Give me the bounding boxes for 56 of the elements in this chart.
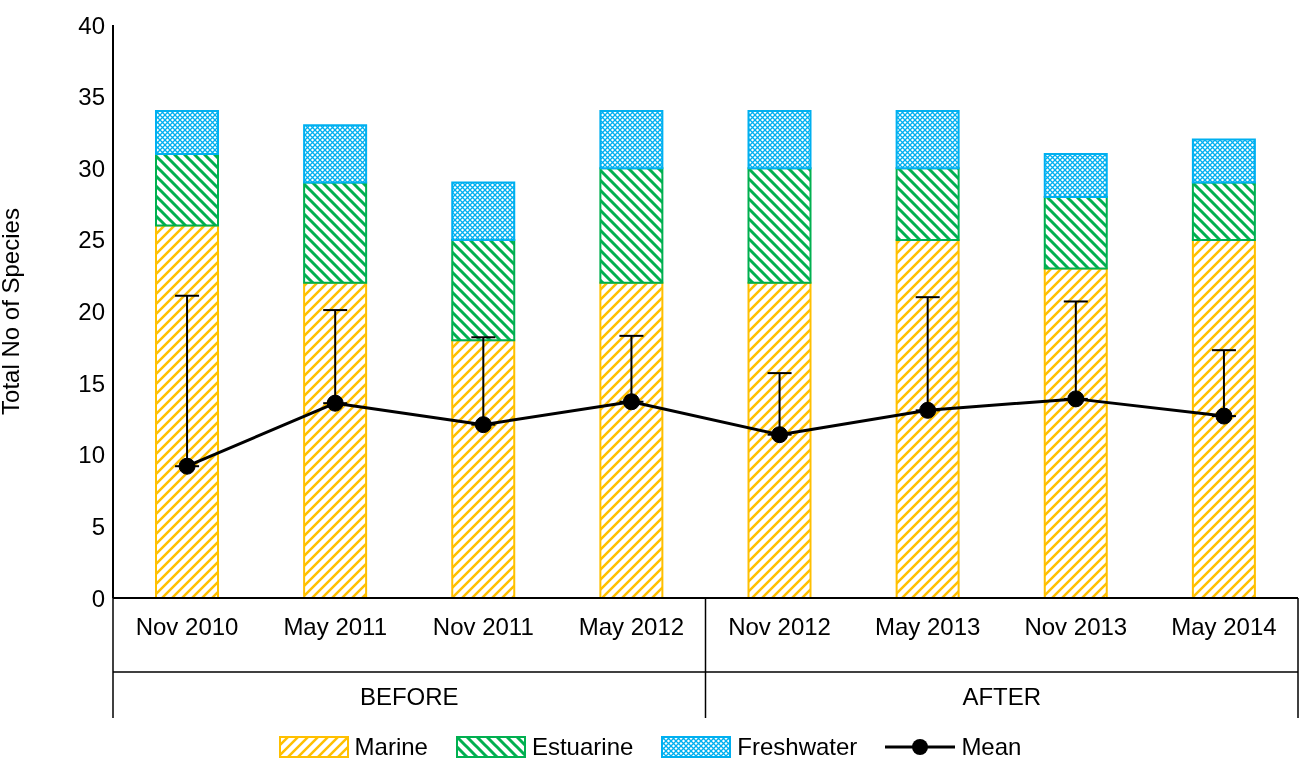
point bbox=[1067, 390, 1085, 408]
x-tick-label: May 2013 bbox=[874, 613, 981, 641]
bar bbox=[1043, 152, 1108, 198]
point bbox=[771, 426, 789, 444]
text: AFTER bbox=[961, 683, 1043, 711]
bar bbox=[451, 238, 516, 342]
y-tick-label: 40 bbox=[78, 11, 105, 39]
bar bbox=[155, 109, 219, 155]
bar bbox=[303, 281, 368, 598]
bar bbox=[895, 167, 960, 241]
y-tick-label: 5 bbox=[91, 512, 105, 540]
x-tick-label: Nov 2013 bbox=[1024, 613, 1128, 641]
point bbox=[919, 401, 937, 419]
point bbox=[622, 393, 640, 411]
bar bbox=[1043, 195, 1108, 270]
bar bbox=[1191, 238, 1256, 598]
bar bbox=[303, 181, 368, 284]
bar bbox=[155, 152, 219, 227]
bar bbox=[747, 281, 812, 598]
point bbox=[178, 457, 196, 475]
bar bbox=[599, 281, 664, 598]
bar bbox=[1043, 267, 1108, 598]
bar bbox=[599, 109, 664, 170]
bar bbox=[155, 224, 219, 598]
text: BEFORE bbox=[358, 683, 460, 711]
x-tick-label: May 2012 bbox=[578, 613, 685, 641]
y-tick-label: 0 bbox=[91, 584, 105, 612]
bar bbox=[1191, 138, 1256, 184]
bar bbox=[895, 109, 960, 170]
legend-label: Estuarine bbox=[531, 733, 634, 761]
legend-label: Mean bbox=[961, 733, 1022, 761]
x-tick-label: Nov 2012 bbox=[728, 613, 831, 641]
legend-label: Marine bbox=[354, 733, 428, 761]
y-tick-label: 25 bbox=[78, 226, 105, 254]
point bbox=[474, 416, 492, 434]
y-tick-label: 35 bbox=[78, 83, 105, 111]
point bbox=[326, 394, 344, 412]
point bbox=[1215, 407, 1233, 425]
y-axis-title: Total No of Species bbox=[0, 208, 24, 415]
y-tick-label: 30 bbox=[78, 154, 105, 182]
bar bbox=[895, 238, 960, 598]
bar bbox=[451, 339, 516, 598]
legend-label: Freshwater bbox=[737, 733, 858, 761]
x-tick-label: Nov 2010 bbox=[135, 613, 239, 641]
bar bbox=[747, 109, 812, 170]
bar bbox=[599, 167, 664, 284]
bar bbox=[451, 181, 516, 241]
bar bbox=[1191, 181, 1256, 241]
bar bbox=[303, 124, 368, 184]
x-tick-label: Nov 2011 bbox=[432, 613, 534, 641]
y-tick-label: 15 bbox=[78, 369, 105, 397]
y-tick-label: 10 bbox=[78, 441, 105, 469]
x-tick-label: May 2011 bbox=[283, 613, 387, 641]
x-tick-label: May 2014 bbox=[1171, 613, 1277, 641]
y-tick-label: 20 bbox=[78, 298, 105, 326]
bar bbox=[747, 167, 812, 284]
